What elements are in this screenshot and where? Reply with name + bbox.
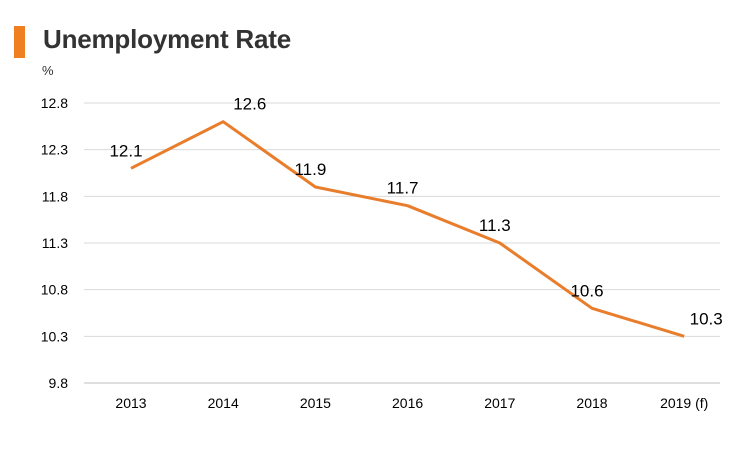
x-tick-label: 2016 [392, 395, 423, 411]
title-accent-bar [14, 26, 25, 58]
x-tick-label: 2018 [576, 395, 607, 411]
x-tick-label: 2015 [300, 395, 331, 411]
x-tick-label: 2019 (f) [660, 395, 708, 411]
x-tick-label: 2017 [484, 395, 515, 411]
y-tick-label: 10.8 [41, 282, 68, 298]
x-tick-label: 2014 [208, 395, 239, 411]
data-labels: 12.1 12.6 11.9 11.7 11.3 10.6 10.3 [109, 95, 722, 329]
y-axis-ticks: 9.8 10.3 10.8 11.3 11.8 12.3 12.8 [41, 95, 68, 391]
x-axis-ticks: 2013 2014 2015 2016 2017 2018 2019 (f) [115, 395, 708, 411]
series-line [130, 120, 685, 338]
data-label: 12.6 [233, 95, 266, 114]
x-tick-label: 2013 [115, 395, 146, 411]
y-tick-label: 10.3 [41, 328, 68, 344]
data-label: 10.6 [570, 281, 603, 300]
y-tick-label: 11.3 [42, 235, 68, 251]
gridlines [84, 102, 720, 384]
data-label: 10.3 [690, 309, 723, 328]
y-axis-unit-label: % [42, 63, 54, 78]
y-tick-label: 12.3 [41, 142, 68, 158]
y-tick-label: 12.8 [41, 95, 68, 111]
data-label: 11.3 [479, 216, 511, 235]
chart-title: Unemployment Rate [43, 24, 291, 54]
y-tick-label: 11.8 [42, 188, 68, 204]
data-label: 11.9 [294, 160, 326, 179]
data-label: 11.7 [387, 179, 419, 198]
data-label: 12.1 [109, 141, 142, 160]
y-tick-label: 9.8 [49, 375, 69, 391]
